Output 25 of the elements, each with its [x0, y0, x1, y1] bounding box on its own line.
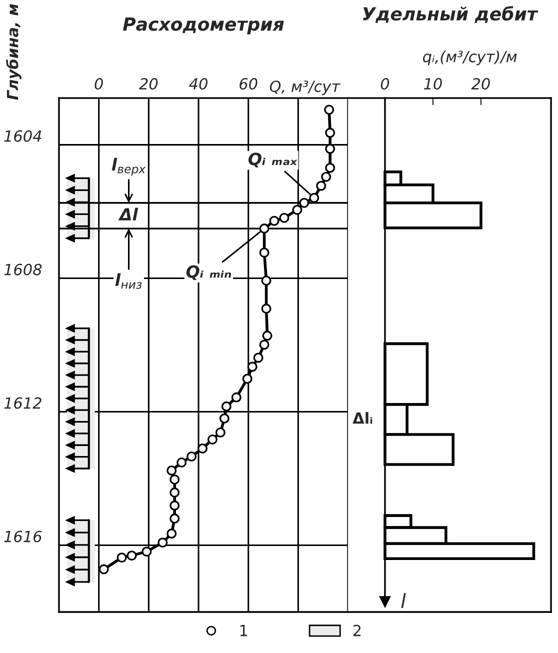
- x-axis-title: Q, м³/сут: [270, 80, 340, 96]
- annotation: l$_{низ}$: [115, 273, 142, 289]
- chart-title: Расходометрия: [122, 17, 284, 34]
- x-tick-label: 0: [380, 78, 390, 90]
- y-axis-title: l: [401, 593, 406, 608]
- annotation: Qᵢ ₘᵢₙ: [186, 265, 232, 280]
- y-tick-label: 1604: [4, 130, 42, 142]
- annotation: Qᵢ ₘₐₓ: [248, 152, 298, 168]
- y-tick-label: 1612: [4, 397, 42, 409]
- legend-label: 2: [353, 624, 361, 636]
- annotation: Δlᵢ: [352, 412, 372, 424]
- y-axis-title: Глубина, м: [6, 4, 22, 100]
- x-tick-label: 20: [139, 78, 158, 90]
- x-tick-label: 60: [240, 78, 258, 90]
- x-tick-label: 0: [94, 78, 103, 90]
- x-tick-label: 40: [189, 78, 208, 90]
- y-tick-label: 1608: [4, 264, 42, 276]
- legend-label: 1: [240, 624, 248, 636]
- y-tick-label: 1616: [4, 530, 42, 542]
- annotation: l$_{верх}$: [112, 158, 146, 176]
- x-tick-label: 10: [424, 78, 442, 90]
- chart-title: Удельный дебит: [363, 6, 538, 23]
- annotation: Δl: [118, 208, 138, 220]
- x-tick-label: 20: [471, 78, 490, 90]
- x-axis-title: qᵢ,(м³/сут)/м: [423, 50, 517, 66]
